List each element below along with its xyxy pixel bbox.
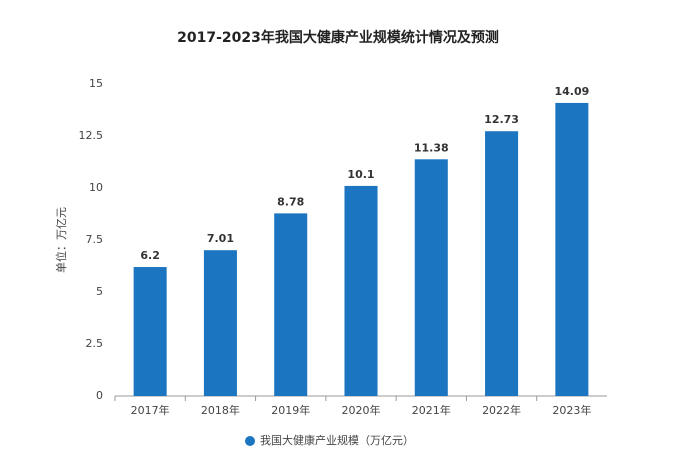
x-tick-label: 2023年 [552,403,591,417]
legend-marker [245,436,255,446]
y-tick-label: 7.5 [86,233,104,246]
bar [414,159,448,396]
data-label: 7.01 [207,232,234,245]
x-tick-label: 2017年 [131,403,170,417]
bar [203,250,237,396]
x-tick-label: 2019年 [271,403,310,417]
data-label: 14.09 [554,85,589,98]
data-label: 11.38 [414,141,449,154]
y-tick-label: 12.5 [79,129,104,142]
x-tick-label: 2022年 [482,403,521,417]
x-tick-label: 2021年 [412,403,451,417]
x-tick-label: 2018年 [201,403,240,417]
y-tick-label: 10 [89,181,103,194]
data-label: 6.2 [140,249,160,262]
data-label: 8.78 [277,195,304,208]
y-axis-label: 单位：万亿元 [54,207,68,273]
bar [274,213,308,396]
legend-label: 我国大健康产业规模（万亿元） [260,433,414,447]
y-tick-label: 2.5 [86,337,104,350]
bar [555,102,589,396]
bar [344,185,378,396]
bar [133,267,167,396]
data-label: 12.73 [484,113,519,126]
y-tick-label: 5 [96,285,103,298]
chart-title: 2017-2023年我国大健康产业规模统计情况及预测 [177,29,499,46]
bar [485,131,519,396]
data-label: 10.1 [347,168,374,181]
y-tick-label: 15 [89,77,103,90]
x-tick-label: 2020年 [342,403,381,417]
y-tick-label: 0 [96,389,103,402]
